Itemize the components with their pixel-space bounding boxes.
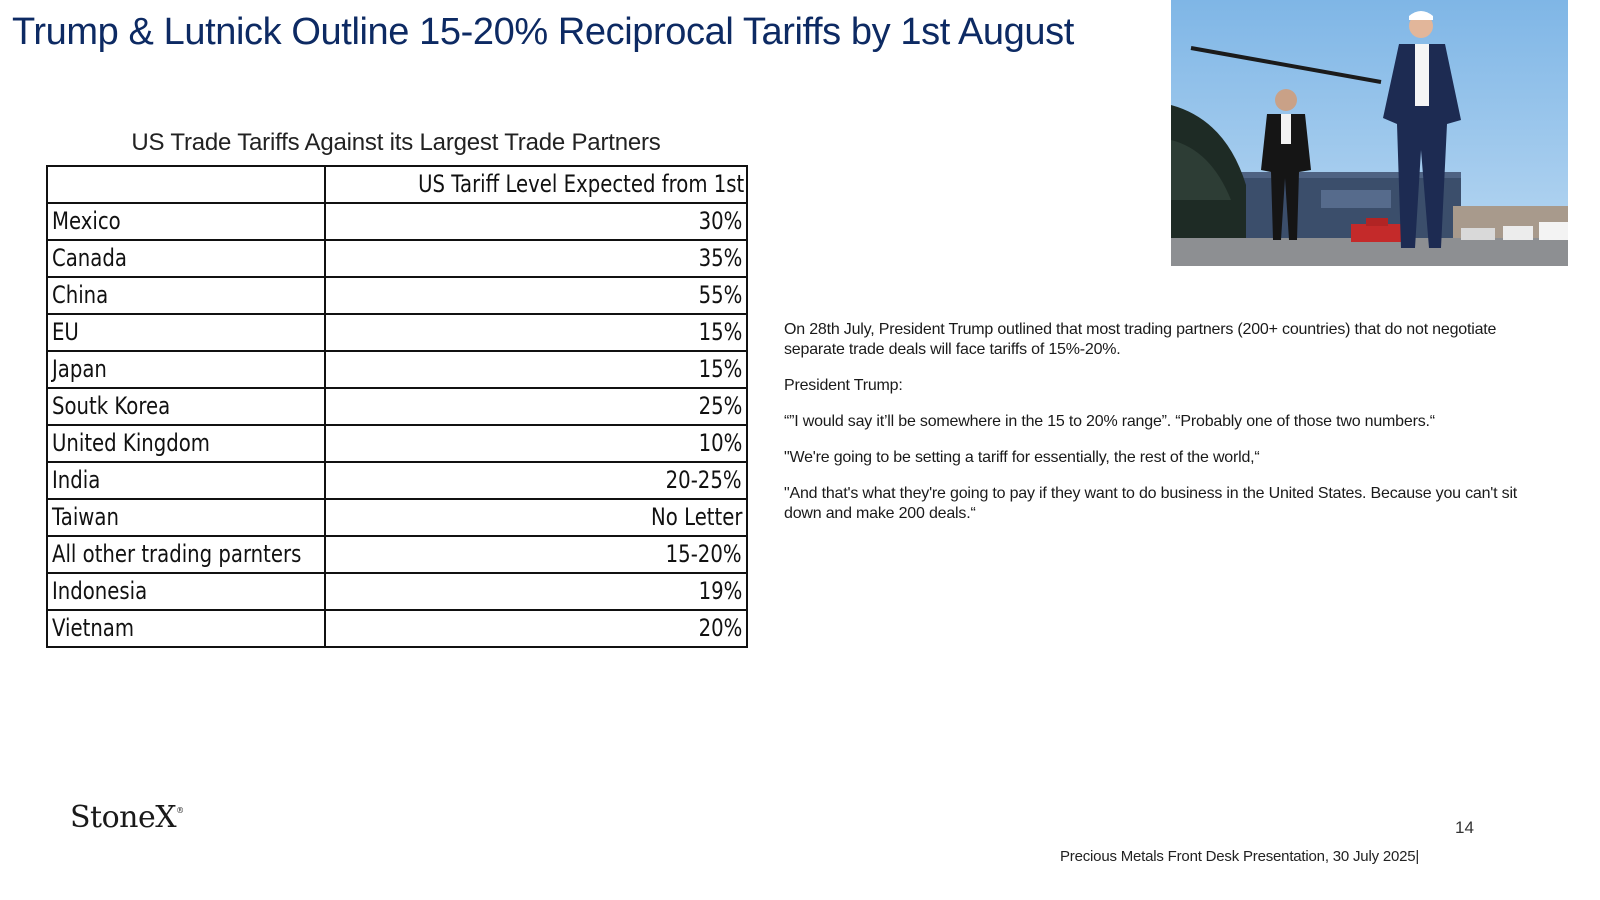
tariff-value: 20-25% [666,466,742,494]
tariff-cell: 15% [324,313,748,352]
commentary-intro: On 28th July, President Trump outlined t… [784,321,1497,358]
tariff-value: 19% [698,577,742,605]
table-row: Indonesia 19% [46,572,748,611]
table-row: Vietnam 20% [46,609,748,648]
tariff-value: 15% [698,318,742,346]
country-name: All other trading parnters [52,540,302,568]
table-row: EU 15% [46,313,748,352]
table-row: All other trading parnters 15-20% [46,535,748,574]
stonex-logo: StoneX® [70,800,184,835]
country-cell: Taiwan [46,498,326,537]
commentary-quote-1: “”I would say it’ll be somewhere in the … [784,413,1435,430]
country-cell: Soutk Korea [46,387,326,426]
country-name: Vietnam [52,614,135,642]
tariff-value: 15% [698,355,742,383]
country-cell: United Kingdom [46,424,326,463]
country-name: Canada [52,244,127,272]
header-tariff-cell: US Tariff Level Expected from 1st August [324,165,748,204]
logo-text: StoneX [70,800,177,835]
table-row: Taiwan No Letter [46,498,748,537]
table-heading: US Trade Tariffs Against its Largest Tra… [131,129,661,156]
tariff-cell: 30% [324,202,748,241]
country-cell: Canada [46,239,326,278]
country-name: Taiwan [52,503,119,531]
tariff-cell: No Letter [324,498,748,537]
country-cell: Vietnam [46,609,326,648]
country-cell: EU [46,313,326,352]
tariff-value: 35% [698,244,742,272]
country-cell: Indonesia [46,572,326,611]
tariff-cell: 15% [324,350,748,389]
tariff-cell: 25% [324,387,748,426]
table-row: India 20-25% [46,461,748,500]
commentary-quote-2: "We're going to be setting a tariff for … [784,449,1260,466]
country-name: India [52,466,101,494]
table-row: Japan 15% [46,350,748,389]
country-name: Indonesia [52,577,148,605]
country-name: China [52,281,109,309]
tariff-cell: 15-20% [324,535,748,574]
table-row: Soutk Korea 25% [46,387,748,426]
presentation-footer: Precious Metals Front Desk Presentation,… [1060,848,1420,865]
commentary: On 28th July, President Trump outlined t… [784,320,1554,540]
country-cell: All other trading parnters [46,535,326,574]
table-row: China 55% [46,276,748,315]
tariff-cell: 55% [324,276,748,315]
table-row: Mexico 30% [46,202,748,241]
tariff-value: 20% [698,614,742,642]
slide-title: Trump & Lutnick Outline 15-20% Reciproca… [12,11,1074,53]
tariff-table: US Tariff Level Expected from 1st August… [46,165,748,648]
tariff-rows: Mexico 30% Canada 35% China 55% EU 15% Japan 15% S… [46,202,748,648]
tariff-value: 10% [698,429,742,457]
country-name: Mexico [52,207,121,235]
country-cell: India [46,461,326,500]
country-name: United Kingdom [52,429,210,457]
header-country-cell [46,165,326,204]
airfield-photo-image [1171,0,1568,266]
table-header-row: US Tariff Level Expected from 1st August [46,165,748,204]
country-cell: Mexico [46,202,326,241]
table-row: United Kingdom 10% [46,424,748,463]
tariff-cell: 20-25% [324,461,748,500]
header-tariff-label: US Tariff Level Expected from 1st August [418,170,745,198]
tariff-cell: 10% [324,424,748,463]
tariff-value: 30% [698,207,742,235]
tariff-value: 25% [698,392,742,420]
country-name: Soutk Korea [52,392,171,420]
tariff-value: 55% [698,281,742,309]
tariff-value: 15-20% [666,540,742,568]
news-photo [1171,0,1568,266]
tariff-cell: 35% [324,239,748,278]
country-cell: China [46,276,326,315]
tariff-cell: 20% [324,609,748,648]
page-number: 14 [1455,818,1474,837]
tariff-cell: 19% [324,572,748,611]
country-name: Japan [52,355,107,383]
country-cell: Japan [46,350,326,389]
country-name: EU [52,318,79,346]
logo-registered-mark: ® [176,806,184,815]
table-row: Canada 35% [46,239,748,278]
tariff-value: No Letter [650,503,742,531]
commentary-quote-3: "And that's what they're going to pay if… [784,485,1518,522]
commentary-speaker: President Trump: [784,377,903,394]
